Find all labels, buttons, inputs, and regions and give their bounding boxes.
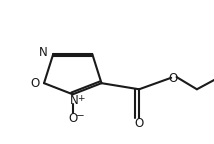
Text: O: O [31,77,40,90]
Text: O: O [169,72,178,85]
Text: −: − [76,111,85,121]
Text: +: + [77,94,85,103]
Text: O: O [134,117,144,130]
Text: O: O [68,112,77,125]
Text: N: N [39,46,48,59]
Text: N: N [70,94,78,107]
